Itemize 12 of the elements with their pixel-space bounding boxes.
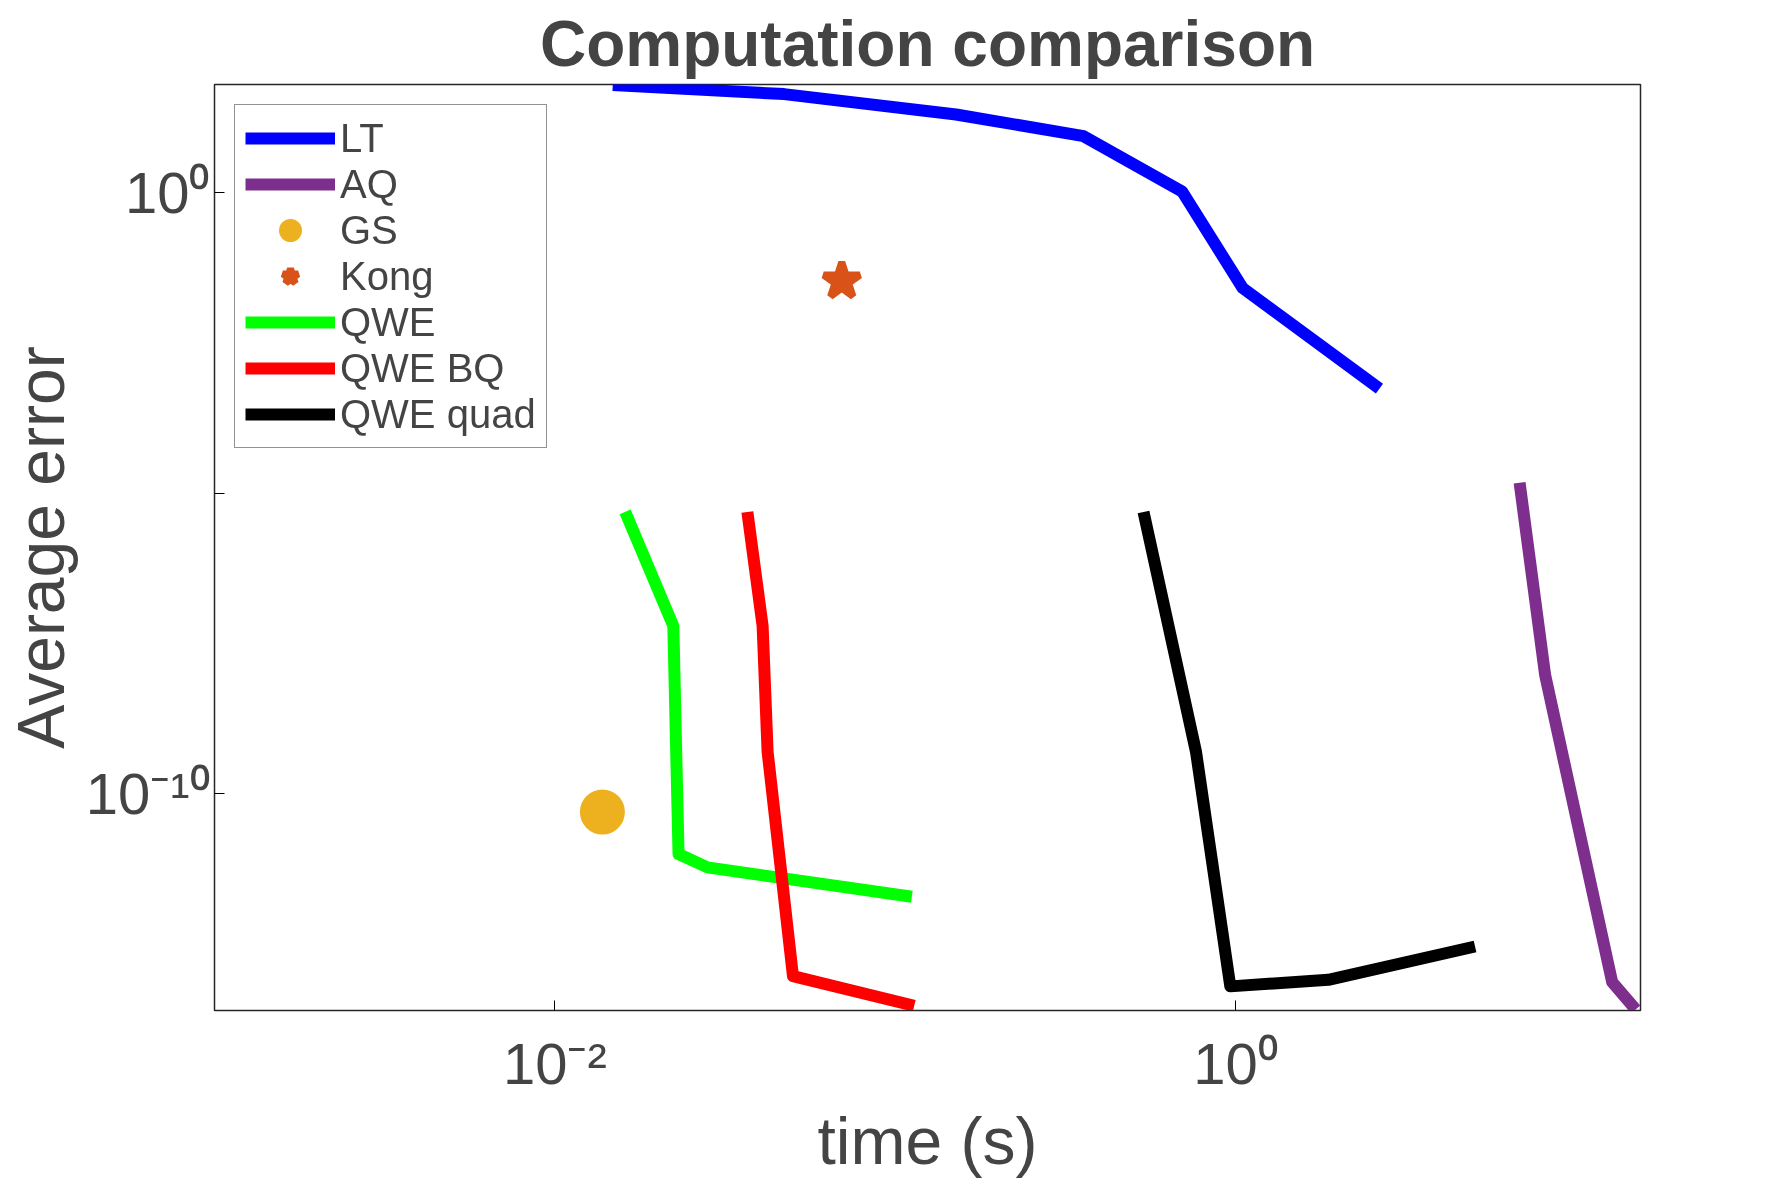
y-tick-label: 10⁻¹⁰ [85,761,210,827]
legend-label: QWE BQ [340,345,505,391]
legend-label: LT [340,115,384,161]
x-axis-title: time (s) [817,1103,1038,1178]
legend-label: AQ [340,161,398,207]
legend-label: QWE quad [340,391,536,437]
y-axis-title: Average error [3,346,78,749]
legend-label: GS [340,207,398,253]
legend-label: Kong [340,253,434,299]
chart-title: Computation comparison [539,7,1316,80]
legend-label: QWE [340,299,436,345]
x-tick-label: 10⁻² [502,1030,607,1096]
